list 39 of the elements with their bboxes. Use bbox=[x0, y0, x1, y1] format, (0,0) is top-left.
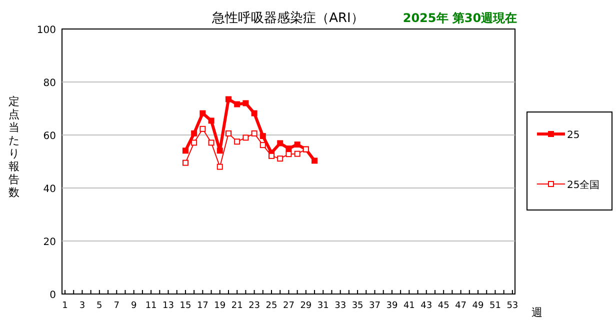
x-tick-label: 1 bbox=[62, 301, 68, 311]
x-tick-label: 21 bbox=[231, 301, 243, 311]
legend-label: 25 bbox=[567, 130, 580, 141]
x-axis-title: 週 bbox=[532, 306, 542, 319]
y-tick-label: 60 bbox=[43, 131, 56, 142]
x-tick-label: 45 bbox=[438, 301, 450, 311]
x-tick-label: 53 bbox=[506, 301, 518, 311]
x-tick-label: 7 bbox=[114, 301, 120, 311]
y-tick-label: 40 bbox=[43, 184, 56, 195]
x-tick-label: 43 bbox=[420, 301, 432, 311]
x-tick-label: 17 bbox=[196, 301, 208, 311]
x-tick-label: 9 bbox=[130, 301, 137, 311]
x-tick-label: 39 bbox=[386, 301, 398, 311]
x-tick-label: 23 bbox=[248, 301, 260, 311]
x-tick-label: 41 bbox=[403, 301, 415, 311]
x-tick-label: 19 bbox=[214, 301, 226, 311]
x-tick-label: 27 bbox=[282, 301, 294, 311]
x-tick-label: 49 bbox=[472, 301, 484, 311]
x-tick-label: 15 bbox=[180, 301, 192, 311]
y-axis-title: 定点当たり報告数 bbox=[8, 95, 20, 199]
y-tick-label: 80 bbox=[43, 78, 56, 89]
x-tick-label: 25 bbox=[266, 301, 278, 311]
chart-title: 急性呼吸器感染症（ARI） bbox=[211, 11, 364, 26]
x-tick-label: 31 bbox=[317, 301, 329, 311]
x-tick-label: 3 bbox=[79, 301, 86, 311]
y-tick-label: 20 bbox=[43, 237, 56, 248]
legend-label: 25全国 bbox=[567, 179, 600, 191]
chart-subtitle: 2025年 第30週現在 bbox=[402, 11, 518, 25]
x-tick-label: 51 bbox=[489, 301, 501, 311]
x-tick-label: 33 bbox=[334, 301, 346, 311]
x-tick-label: 5 bbox=[96, 301, 102, 311]
x-tick-label: 37 bbox=[369, 301, 380, 311]
x-tick-label: 11 bbox=[145, 301, 157, 311]
x-tick-label: 29 bbox=[300, 301, 312, 311]
x-tick-label: 47 bbox=[455, 301, 467, 311]
x-tick-label: 35 bbox=[352, 301, 364, 311]
y-tick-label: 100 bbox=[36, 25, 56, 36]
y-tick-label: 0 bbox=[50, 290, 56, 301]
x-tick-label: 13 bbox=[162, 301, 174, 311]
